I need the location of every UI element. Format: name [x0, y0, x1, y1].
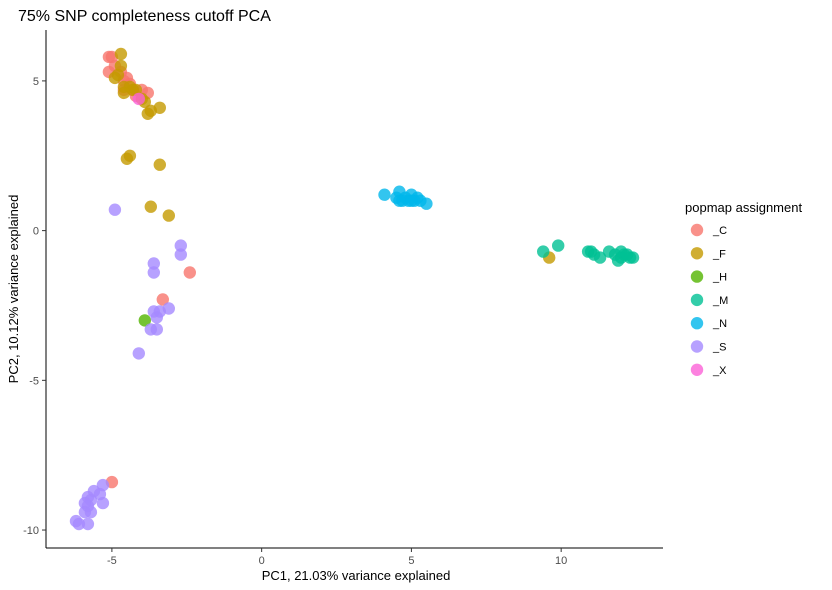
point-s-0	[108, 203, 122, 216]
point-s-10	[144, 323, 157, 336]
point-f-17	[144, 200, 157, 213]
x-tick-label-3: 10	[555, 555, 567, 567]
point-n-12	[405, 194, 418, 207]
point-s-1	[174, 239, 187, 252]
point-s-24	[69, 514, 83, 528]
legend-label-0: _C	[712, 225, 727, 237]
point-f-16	[153, 158, 166, 171]
point-n-11	[393, 194, 406, 207]
point-s-22	[81, 517, 95, 531]
legend-label-1: _F	[712, 248, 726, 260]
point-f-0	[114, 47, 128, 61]
point-f-18	[162, 209, 175, 222]
point-c-13	[183, 266, 196, 279]
point-m-0	[537, 245, 550, 258]
point-s-21	[84, 505, 98, 519]
point-f-3	[108, 71, 122, 85]
legend-key-1	[690, 247, 704, 260]
legend-key-0	[690, 223, 704, 237]
ticks-layer: -5 0 5 10 5 0 -5 -10	[23, 76, 567, 567]
chart-title: 75% SNP completeness cutoff PCA	[18, 8, 271, 25]
legend-label-2: _H	[712, 272, 727, 284]
x-axis-title: PC1, 21.03% variance explained	[262, 568, 451, 583]
x-tick-label-2: 5	[408, 555, 414, 567]
point-s-8	[150, 311, 163, 324]
legend-key-5	[690, 340, 704, 353]
x-tick-label-0: -5	[107, 555, 117, 567]
point-n-0	[378, 188, 391, 201]
legend-key-6	[690, 363, 704, 376]
y-tick-label-3: -10	[23, 525, 39, 537]
point-f-8	[117, 86, 131, 100]
y-tick-label-2: -5	[29, 375, 39, 387]
point-s-15	[96, 496, 110, 510]
point-x-0	[132, 92, 145, 106]
legend-label-4: _N	[712, 318, 727, 330]
point-n-10	[420, 197, 433, 210]
point-s-4	[147, 266, 160, 279]
points-layer	[69, 47, 640, 531]
legend-label-5: _S	[712, 342, 726, 354]
legend-label-3: _M	[712, 295, 728, 307]
x-tick-label-1: 0	[259, 555, 265, 567]
legend-key-4	[690, 317, 704, 330]
point-f-13	[141, 107, 154, 121]
legend: _C _F _H _M _N _S _X	[690, 223, 728, 377]
point-s-3	[147, 257, 160, 270]
legend-key-3	[690, 293, 704, 307]
legend-title: popmap assignment	[685, 200, 802, 215]
legend-key-2	[690, 270, 704, 283]
y-tick-label-0: 5	[33, 76, 39, 88]
point-m-5	[593, 251, 607, 264]
point-m-4	[584, 245, 598, 258]
point-c-14	[156, 293, 169, 306]
point-s-11	[132, 347, 145, 360]
legend-label-6: _X	[712, 365, 727, 377]
point-f-15	[120, 152, 134, 165]
point-m-14	[620, 248, 634, 261]
point-h-0	[138, 314, 151, 327]
point-s-2	[174, 248, 187, 261]
y-axis-title: PC2, 10.12% variance explained	[6, 195, 21, 384]
y-tick-label-1: 0	[33, 226, 39, 238]
point-m-1	[552, 239, 565, 252]
